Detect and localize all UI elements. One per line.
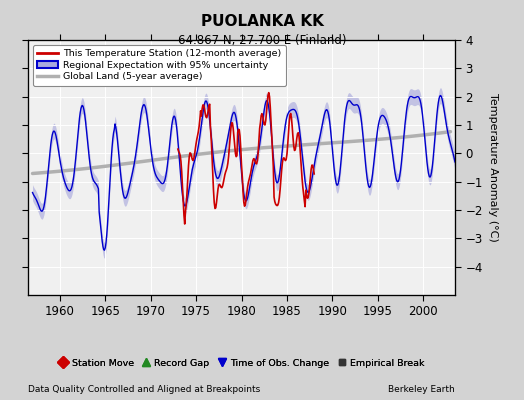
Text: Berkeley Earth: Berkeley Earth xyxy=(388,385,455,394)
Text: Data Quality Controlled and Aligned at Breakpoints: Data Quality Controlled and Aligned at B… xyxy=(28,385,260,394)
Legend: Station Move, Record Gap, Time of Obs. Change, Empirical Break: Station Move, Record Gap, Time of Obs. C… xyxy=(54,355,429,371)
Text: 64.867 N, 27.700 E (Finland): 64.867 N, 27.700 E (Finland) xyxy=(178,34,346,47)
Text: PUOLANKA KK: PUOLANKA KK xyxy=(201,14,323,29)
Y-axis label: Temperature Anomaly (°C): Temperature Anomaly (°C) xyxy=(488,93,498,242)
Legend: This Temperature Station (12-month average), Regional Expectation with 95% uncer: This Temperature Station (12-month avera… xyxy=(32,45,286,86)
